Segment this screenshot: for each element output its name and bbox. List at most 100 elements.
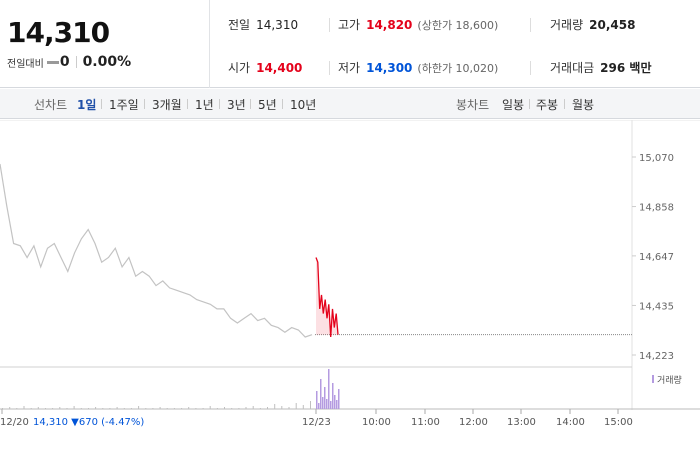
tab-3m[interactable]: 3개월 xyxy=(152,98,182,112)
lower-limit: (하한가 10,020) xyxy=(417,61,499,75)
divider xyxy=(282,99,283,109)
upper-limit: (상한가 18,600) xyxy=(417,18,499,32)
volume-bar xyxy=(159,407,161,409)
amount-value: 296 백만 xyxy=(600,61,652,75)
price-chart-svg: 15,070 14,858 14,647 14,435 14,223 거래량 12/20… xyxy=(0,119,700,428)
volume-bar xyxy=(2,408,3,409)
volume-value: 20,458 xyxy=(589,17,636,32)
volume-label: 거래량 xyxy=(550,18,584,32)
tab-5y[interactable]: 5년 xyxy=(258,98,277,112)
volume-bar xyxy=(259,408,261,409)
volume-bar xyxy=(23,406,25,409)
volume-bar xyxy=(245,407,247,409)
divider xyxy=(101,99,102,109)
volume-bar xyxy=(302,405,304,409)
volume-bar xyxy=(9,407,11,409)
volume-bar xyxy=(188,407,190,409)
volume-bar xyxy=(102,408,104,409)
y-tick-label: 15,070 xyxy=(639,153,674,164)
open-label: 시가 xyxy=(228,61,251,75)
prev-close-label: 전일 xyxy=(228,18,251,32)
x-tick-label: 15:00 xyxy=(604,417,633,428)
volume-bar xyxy=(231,408,233,409)
amount-label: 거래대금 xyxy=(550,61,595,75)
tab-monthly-candle[interactable]: 월봉 xyxy=(572,98,595,112)
volume-bar xyxy=(288,407,290,409)
high-value: 14,820 xyxy=(366,17,413,32)
open-value: 14,400 xyxy=(256,60,303,75)
prev-day-note: 14,310 ▼670 (-4.47%) xyxy=(33,417,144,428)
volume-bar xyxy=(209,406,211,409)
volume-bar xyxy=(316,391,318,409)
flat-dash-icon xyxy=(46,60,59,64)
volume-bar xyxy=(326,399,328,409)
x-tick-label: 10:00 xyxy=(362,417,391,428)
volume-bar xyxy=(281,406,283,409)
volume-bar xyxy=(145,408,147,409)
volume-legend-label: 거래량 xyxy=(657,374,682,386)
x-tick-label: 12/23 xyxy=(302,417,331,428)
divider xyxy=(75,56,77,68)
today-line xyxy=(315,257,339,338)
divider xyxy=(329,18,330,32)
volume-bar xyxy=(330,401,332,409)
volume-bar xyxy=(45,408,46,409)
prev-close-cell: 전일 14,310 xyxy=(228,16,298,33)
high-label: 고가 xyxy=(338,18,361,32)
volume-bar xyxy=(224,407,225,409)
tab-1w[interactable]: 1주일 xyxy=(109,98,139,112)
tab-1y[interactable]: 1년 xyxy=(195,98,214,112)
change-value: 0 xyxy=(59,54,70,70)
divider xyxy=(187,99,188,109)
tab-1d[interactable]: 1일 xyxy=(77,98,97,112)
tab-10y[interactable]: 10년 xyxy=(290,98,317,112)
divider xyxy=(219,99,220,109)
volume-bar xyxy=(322,397,324,409)
divider xyxy=(530,18,531,32)
open-cell: 시가 14,400 xyxy=(228,59,302,76)
volume-bar xyxy=(138,406,140,409)
volume-cell: 거래량 20,458 xyxy=(550,16,635,33)
x-tick-label: 14:00 xyxy=(556,417,585,428)
volume-bar xyxy=(181,408,183,409)
low-cell: 저가 14,300 (하한가 10,020) xyxy=(338,59,498,76)
change-row: 전일대비 0 0.00% xyxy=(7,54,131,70)
prev-day-pct: (-4.47%) xyxy=(101,417,144,428)
volume-bar xyxy=(88,408,89,409)
y-tick-label: 14,435 xyxy=(639,301,674,312)
volume-bar xyxy=(336,400,338,409)
x-tick-label: 12:00 xyxy=(459,417,488,428)
tab-daily-candle[interactable]: 일봉 xyxy=(502,98,525,112)
price-chart: 15,070 14,858 14,647 14,435 14,223 거래량 12/20… xyxy=(0,119,700,450)
candle-chart-label: 봉차트 xyxy=(456,98,490,112)
amount-cell: 거래대금 296 백만 xyxy=(550,59,651,76)
prev-close-value: 14,310 xyxy=(256,17,299,32)
current-price: 14,310 xyxy=(7,16,110,49)
y-tick-label: 14,647 xyxy=(639,252,674,263)
quote-summary: 14,310 전일대비 0 0.00% 전일 14,310 고가 14,820 … xyxy=(0,0,700,88)
y-tick-label: 14,858 xyxy=(639,203,674,214)
low-value: 14,300 xyxy=(366,60,413,75)
volume-bar xyxy=(334,395,336,409)
volume-bar xyxy=(267,407,268,409)
change-percent: 0.00% xyxy=(82,54,132,70)
divider xyxy=(564,99,565,109)
tab-3y[interactable]: 3년 xyxy=(227,98,246,112)
volume-bar xyxy=(332,383,334,409)
divider xyxy=(250,99,251,109)
divider xyxy=(529,99,530,109)
volume-bar xyxy=(318,403,320,409)
volume-bar xyxy=(95,407,97,409)
volume-bar xyxy=(80,408,82,409)
volume-bar xyxy=(37,407,39,409)
volume-bar xyxy=(52,408,54,409)
prev-day-line xyxy=(0,163,313,338)
divider xyxy=(144,99,145,109)
volume-bar xyxy=(30,408,32,409)
prev-day-price: 14,310 xyxy=(33,417,71,428)
volume-bar xyxy=(238,408,240,409)
high-cell: 고가 14,820 (상한가 18,600) xyxy=(338,16,498,33)
change-label: 전일대비 xyxy=(7,58,44,70)
volume-bar xyxy=(216,408,218,409)
tab-weekly-candle[interactable]: 주봉 xyxy=(536,98,559,112)
